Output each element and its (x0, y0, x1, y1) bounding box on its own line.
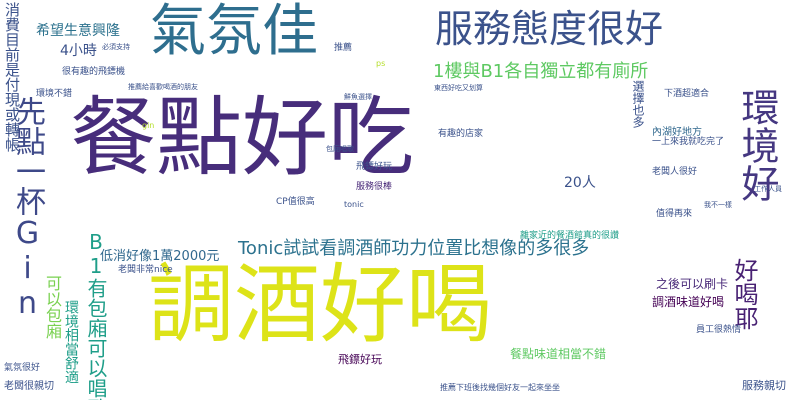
word-cloud-term: 工作人員 (754, 185, 782, 193)
word-cloud-term: 下酒超適合 (664, 89, 710, 99)
word-cloud-term: 有趣的店家 (438, 129, 484, 139)
word-cloud-term: 先點一杯Gin (10, 96, 45, 321)
word-cloud-term: 老闆人很好 (652, 167, 698, 177)
word-cloud-term: tonic (344, 200, 364, 209)
word-cloud-term: 老闆非常nice (118, 265, 173, 275)
word-cloud-term: 飛鏢好玩 (338, 353, 382, 366)
word-cloud-term: 20人 (564, 175, 596, 191)
word-cloud-term: 值得再來 (656, 209, 693, 219)
word-cloud-term: 消費目前是付現或轉帳 (3, 2, 21, 152)
word-cloud-term: 調酒好喝 (148, 255, 492, 355)
word-cloud-term: 服務很棒 (356, 182, 393, 192)
word-cloud-term: 服務親切 (742, 379, 786, 392)
word-cloud-term: 一上來我就吃完了 (652, 137, 725, 147)
word-cloud-term: 包廂唱歌 (326, 145, 354, 153)
word-cloud-term: 老闆很親切 (4, 381, 54, 392)
word-cloud-term: 環境好 (735, 88, 779, 202)
word-cloud-term: 很有趣的飛鏢機 (62, 67, 126, 77)
word-cloud-term: 1樓與B1各自獨立都有廁所 (433, 61, 649, 82)
word-cloud-term: 選擇也多 (631, 80, 645, 128)
word-cloud-term: 餐點好吃 (70, 88, 414, 188)
word-cloud-term: 我不一樣 (704, 201, 732, 209)
word-cloud-term: 低消好像1萬2000元 (100, 249, 220, 264)
word-cloud-term: Tonic試試看調酒師功力位置比想像的多很多 (238, 238, 590, 259)
word-cloud-term: 環境不錯 (36, 89, 73, 99)
word-cloud-term: 推薦給喜歡喝酒的朋友 (128, 83, 198, 91)
word-cloud-term: 氣氛佳 (150, 0, 318, 64)
word-cloud-term: B1有包廂可以唱歌 (84, 230, 108, 400)
word-cloud-term: 推薦下班後找幾個好友一起來坐坐 (440, 383, 560, 392)
word-cloud-term: gin (142, 121, 155, 130)
word-cloud-term: 調酒味道好喝 (652, 295, 725, 309)
word-cloud-term: 內湖好地方 (652, 127, 702, 138)
word-cloud-term: CP值很高 (276, 197, 315, 207)
word-cloud-term: 4小時 (60, 43, 97, 59)
word-cloud-term: 餐點味道相當不錯 (510, 347, 607, 361)
word-cloud-term: 服務態度很好 (435, 7, 664, 51)
word-cloud-term: 員工很熱情 (696, 325, 742, 335)
word-cloud-term: ps (376, 59, 386, 68)
word-cloud-term: 必須支持 (102, 43, 130, 51)
word-cloud-term: 東西好吃又划算 (434, 84, 483, 92)
word-cloud-term: 鮮魚選擇 (344, 93, 372, 101)
word-cloud-term: 希望生意興隆 (36, 23, 120, 39)
word-cloud-term: 可以包廂 (43, 275, 62, 339)
word-cloud-term: 離家近的餐酒館真的很讚 (520, 231, 620, 241)
word-cloud-term: 氣氛很好 (4, 363, 41, 373)
word-cloud-term: 之後可以刷卡 (656, 277, 729, 291)
word-cloud-term: 環境相當舒適 (63, 300, 79, 384)
word-cloud-term: 飛鏢好玩 (356, 162, 393, 172)
word-cloud-term: 推薦 (334, 43, 353, 53)
word-cloud-term: 好喝耶 (730, 258, 758, 330)
